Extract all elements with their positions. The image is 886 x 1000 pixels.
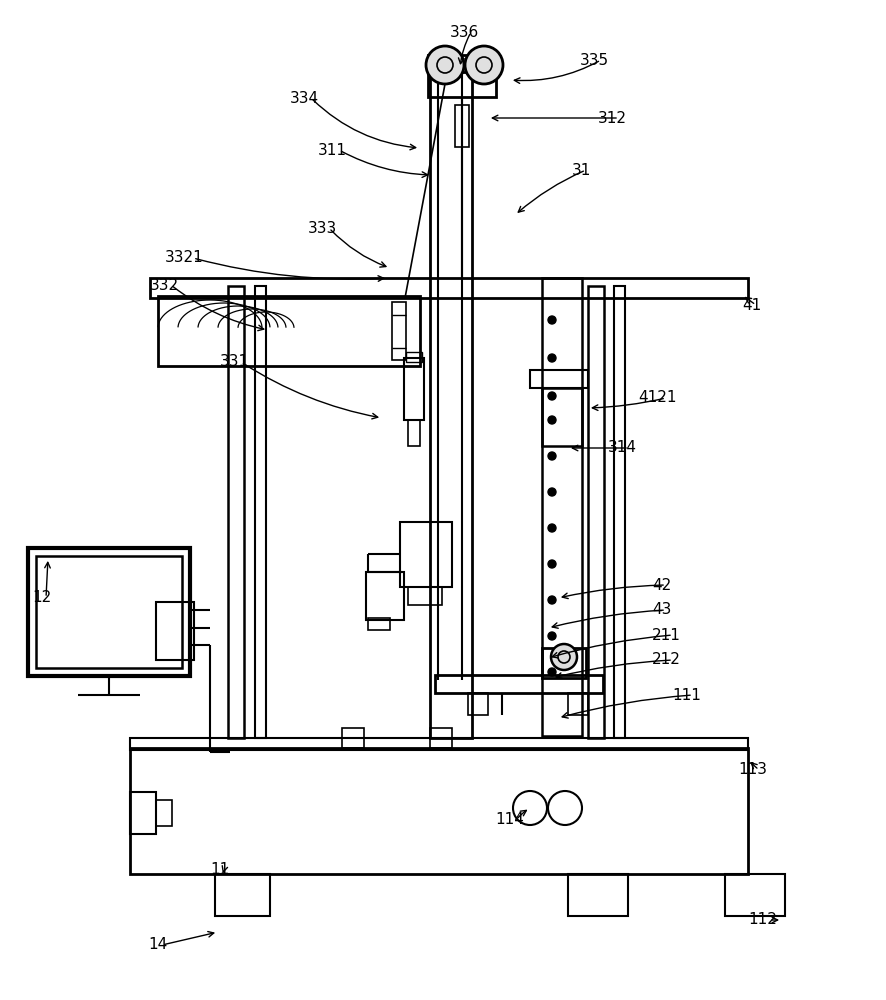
Bar [587, 286, 603, 738]
Text: 334: 334 [290, 91, 319, 106]
Text: 114: 114 [494, 812, 524, 827]
Text: 31: 31 [571, 163, 591, 178]
Text: 333: 333 [307, 221, 337, 236]
Bar [28, 548, 190, 676]
Bar [530, 370, 587, 388]
Text: 335: 335 [579, 53, 609, 68]
Bar [408, 587, 441, 605]
Bar [156, 602, 194, 660]
Bar [130, 738, 747, 750]
Bar [567, 693, 587, 715]
Text: 331: 331 [220, 355, 249, 369]
Bar [406, 352, 422, 362]
Bar [455, 105, 469, 147]
Circle shape [548, 392, 556, 400]
Text: 4121: 4121 [637, 390, 676, 406]
Text: 212: 212 [651, 652, 680, 668]
Bar [366, 572, 403, 620]
Bar [392, 302, 406, 360]
Bar [468, 693, 487, 715]
Bar [567, 874, 627, 916]
Circle shape [425, 46, 463, 84]
Bar [434, 675, 602, 693]
Bar [254, 286, 266, 738]
Circle shape [548, 354, 556, 362]
Bar [130, 748, 747, 874]
Bar [36, 556, 182, 668]
Bar [403, 358, 424, 420]
Circle shape [548, 316, 556, 324]
Bar [541, 648, 586, 678]
Bar [156, 800, 172, 826]
Bar [613, 286, 625, 738]
Circle shape [464, 46, 502, 84]
Circle shape [548, 560, 556, 568]
Text: 113: 113 [737, 762, 766, 778]
Bar [408, 420, 420, 446]
Bar [368, 618, 390, 630]
Circle shape [548, 524, 556, 532]
Text: 3321: 3321 [165, 250, 204, 265]
Circle shape [548, 668, 556, 676]
Text: 314: 314 [607, 440, 636, 456]
Circle shape [548, 632, 556, 640]
Bar [158, 296, 420, 366]
Bar [428, 55, 495, 97]
Bar [541, 388, 581, 736]
Bar [400, 522, 452, 587]
Text: 42: 42 [651, 578, 671, 592]
Bar [342, 728, 363, 748]
Text: 11: 11 [210, 862, 229, 878]
Circle shape [548, 488, 556, 496]
Circle shape [548, 452, 556, 460]
Circle shape [548, 416, 556, 424]
Circle shape [548, 596, 556, 604]
Text: 312: 312 [597, 111, 626, 126]
Text: 211: 211 [651, 628, 680, 642]
Bar [150, 278, 747, 298]
Bar [214, 874, 269, 916]
Circle shape [550, 644, 577, 670]
Bar [228, 286, 244, 738]
Text: 111: 111 [672, 688, 700, 702]
Bar [130, 792, 156, 834]
Text: 311: 311 [318, 143, 346, 158]
Text: 336: 336 [449, 25, 478, 40]
Text: 112: 112 [747, 912, 776, 927]
Text: 332: 332 [150, 277, 179, 292]
Text: 43: 43 [651, 602, 671, 617]
Text: 41: 41 [742, 298, 760, 312]
Text: 12: 12 [32, 590, 51, 605]
Bar [430, 72, 471, 738]
Bar [541, 278, 581, 446]
Bar [724, 874, 784, 916]
Bar [430, 728, 452, 748]
Text: 14: 14 [148, 937, 167, 952]
